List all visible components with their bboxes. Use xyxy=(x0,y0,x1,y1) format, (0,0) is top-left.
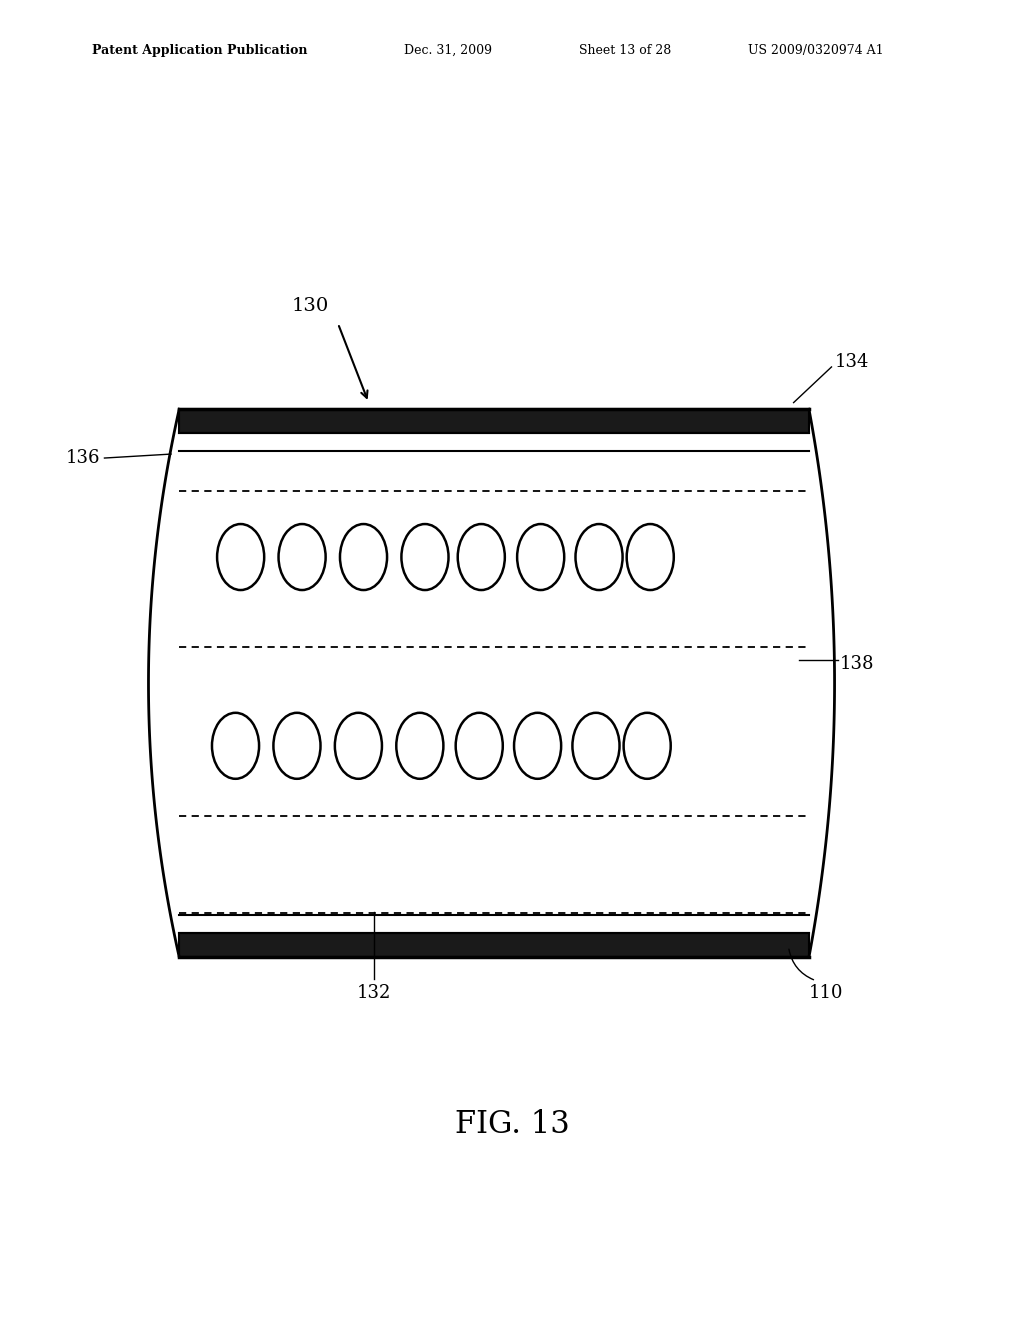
Text: US 2009/0320974 A1: US 2009/0320974 A1 xyxy=(748,44,883,57)
Text: Patent Application Publication: Patent Application Publication xyxy=(92,44,307,57)
Polygon shape xyxy=(179,933,809,957)
Polygon shape xyxy=(179,409,809,433)
Text: FIG. 13: FIG. 13 xyxy=(455,1109,569,1140)
Text: 134: 134 xyxy=(835,352,869,371)
Text: Dec. 31, 2009: Dec. 31, 2009 xyxy=(404,44,493,57)
Text: Sheet 13 of 28: Sheet 13 of 28 xyxy=(579,44,671,57)
Text: 136: 136 xyxy=(66,449,100,467)
Text: 130: 130 xyxy=(292,297,329,315)
Text: 132: 132 xyxy=(356,983,391,1002)
Text: 138: 138 xyxy=(840,655,874,673)
Text: 110: 110 xyxy=(809,983,844,1002)
